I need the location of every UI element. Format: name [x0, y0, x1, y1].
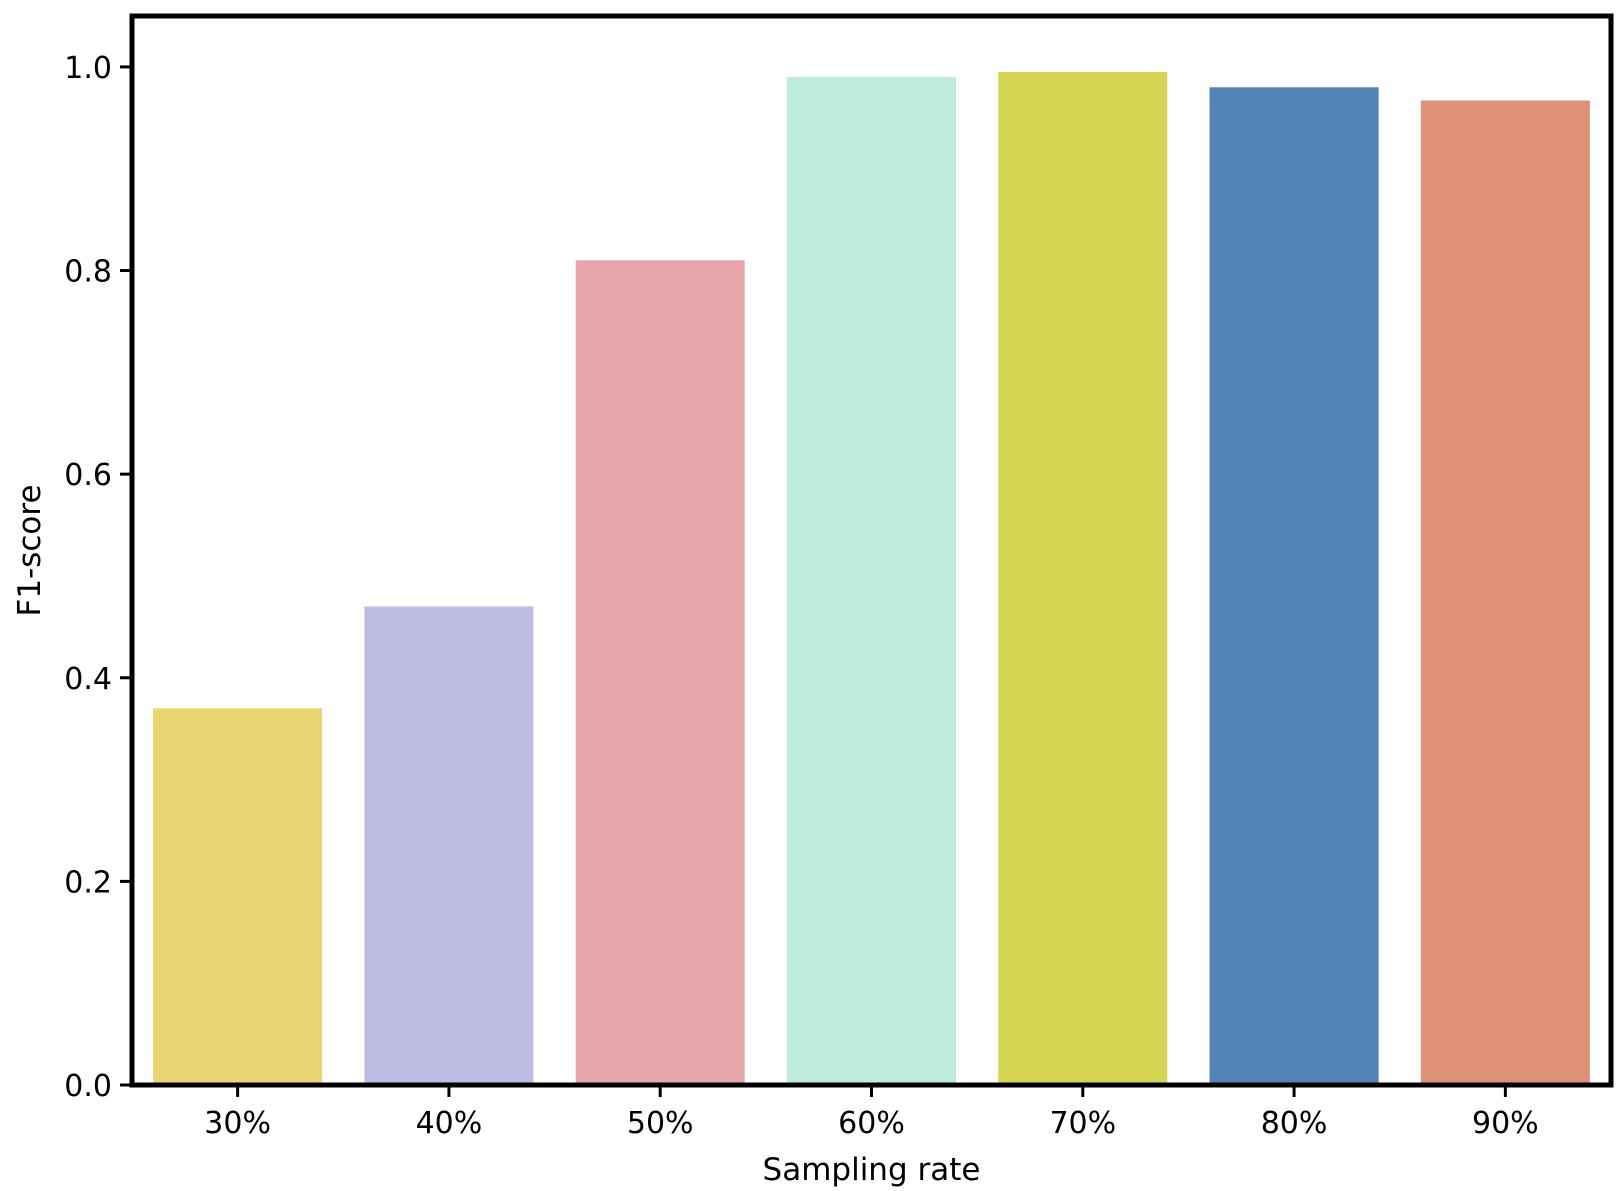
y-tick-label: 0.0: [64, 1069, 112, 1104]
y-axis: 0.0 0.2 0.4 0.6 0.8 1.0: [64, 51, 132, 1104]
bar-60-percent: [786, 77, 957, 1086]
x-axis: 30% 40% 50% 60% 70% 80% 90%: [204, 1085, 1539, 1141]
bar-50-percent: [575, 260, 745, 1085]
y-tick-label: 0.8: [64, 255, 112, 290]
x-tick-label: 90%: [1472, 1106, 1539, 1141]
y-tick-label: 0.2: [64, 865, 112, 900]
x-tick-label: 70%: [1049, 1106, 1116, 1141]
bar-30-percent: [153, 708, 323, 1085]
x-tick-label: 40%: [416, 1106, 483, 1141]
bar-90-percent: [1420, 100, 1590, 1086]
x-tick-label: 60%: [838, 1106, 905, 1141]
y-tick-label: 0.4: [64, 662, 112, 697]
y-tick-label: 0.6: [64, 458, 112, 493]
y-tick-label: 1.0: [64, 51, 112, 86]
x-tick-label: 50%: [627, 1106, 694, 1141]
bar-80-percent: [1209, 87, 1379, 1086]
bar-70-percent: [998, 71, 1168, 1085]
y-axis-label: F1-score: [12, 484, 48, 616]
x-tick-label: 30%: [204, 1106, 271, 1141]
x-axis-label: Sampling rate: [763, 1152, 981, 1188]
bars-group: [153, 71, 1590, 1086]
bar-40-percent: [364, 606, 534, 1085]
x-tick-label: 80%: [1261, 1106, 1328, 1141]
